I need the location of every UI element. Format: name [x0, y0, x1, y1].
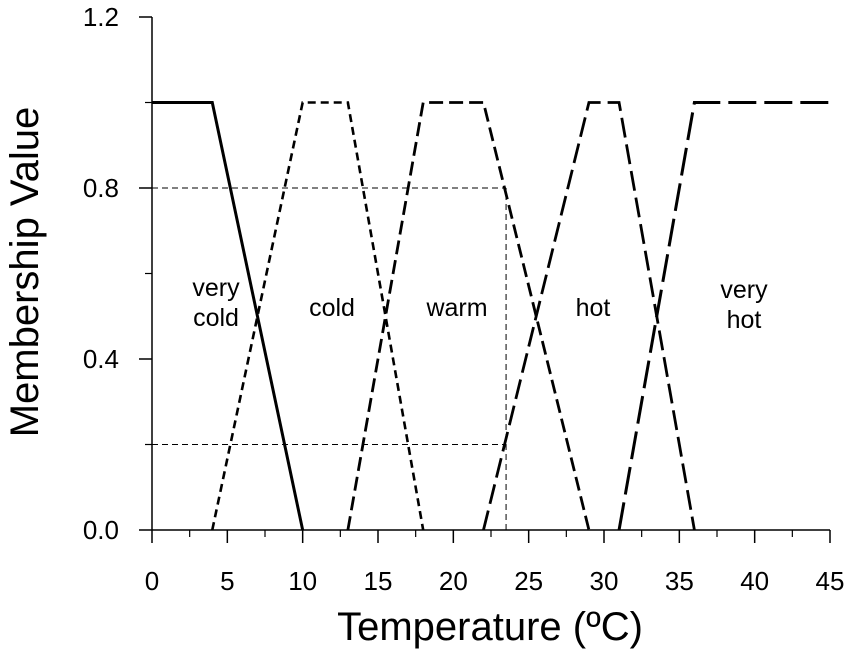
x-tick-label: 40 — [740, 566, 769, 596]
y-axis-title: Membership Value — [3, 107, 47, 438]
series-label-very-hot: hot — [727, 306, 762, 334]
series-line-warm — [346, 101, 591, 531]
x-tick-label: 20 — [439, 566, 468, 596]
series-label-very-cold: cold — [193, 304, 239, 332]
y-tick-label: 0.0 — [83, 515, 119, 545]
x-tick-label: 45 — [816, 566, 845, 596]
series-label-very-hot: very — [720, 276, 768, 304]
series-line-very-hot — [617, 101, 830, 531]
reference-lines — [152, 187, 507, 530]
y-tick-label: 1.2 — [83, 2, 119, 32]
series-line-cold — [210, 101, 425, 531]
y-tick-label: 0.8 — [83, 173, 119, 203]
x-tick-label: 5 — [220, 566, 234, 596]
x-tick-label: 30 — [590, 566, 619, 596]
x-tick-label: 35 — [665, 566, 694, 596]
x-tick-label: 25 — [514, 566, 543, 596]
x-axis-title: Temperature (ºC) — [337, 605, 643, 649]
axes: 0 5 10 15 20 25 30 35 40 45 0.0 0.4 0.8 1.2 — [83, 2, 845, 596]
series-label-hot: hot — [576, 294, 611, 322]
series-line-very-cold — [152, 101, 305, 531]
x-tick-label: 0 — [145, 566, 159, 596]
x-tick-label: 15 — [364, 566, 393, 596]
series-label-cold: cold — [309, 294, 355, 322]
series-lines — [152, 101, 830, 531]
y-tick-label: 0.4 — [83, 344, 119, 374]
series-label-warm: warm — [425, 294, 487, 322]
x-tick-label: 10 — [288, 566, 317, 596]
series-label-very-cold: very — [192, 274, 240, 302]
